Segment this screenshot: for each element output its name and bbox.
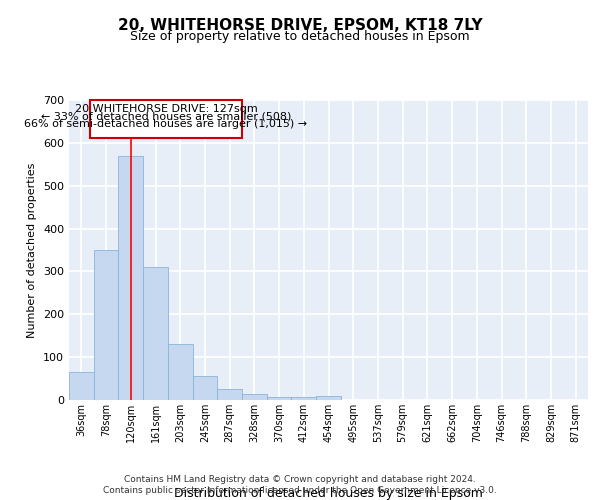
Text: Contains HM Land Registry data © Crown copyright and database right 2024.: Contains HM Land Registry data © Crown c… bbox=[124, 475, 476, 484]
Bar bbox=[118, 156, 143, 400]
Bar bbox=[69, 372, 94, 400]
Bar bbox=[292, 397, 316, 400]
Y-axis label: Number of detached properties: Number of detached properties bbox=[28, 162, 37, 338]
Bar bbox=[193, 376, 217, 400]
Text: 20, WHITEHORSE DRIVE, EPSOM, KT18 7LY: 20, WHITEHORSE DRIVE, EPSOM, KT18 7LY bbox=[118, 18, 482, 32]
Bar bbox=[94, 250, 118, 400]
Text: Contains public sector information licensed under the Open Government Licence v3: Contains public sector information licen… bbox=[103, 486, 497, 495]
Text: 66% of semi-detached houses are larger (1,015) →: 66% of semi-detached houses are larger (… bbox=[25, 119, 308, 129]
Bar bbox=[267, 397, 292, 400]
Bar bbox=[143, 267, 168, 400]
Bar bbox=[168, 344, 193, 400]
Bar bbox=[90, 100, 242, 138]
Bar bbox=[316, 396, 341, 400]
Text: ← 33% of detached houses are smaller (508): ← 33% of detached houses are smaller (50… bbox=[41, 112, 291, 122]
X-axis label: Distribution of detached houses by size in Epsom: Distribution of detached houses by size … bbox=[174, 486, 483, 500]
Text: 20 WHITEHORSE DRIVE: 127sqm: 20 WHITEHORSE DRIVE: 127sqm bbox=[74, 104, 257, 115]
Bar bbox=[242, 394, 267, 400]
Bar bbox=[217, 390, 242, 400]
Text: Size of property relative to detached houses in Epsom: Size of property relative to detached ho… bbox=[130, 30, 470, 43]
